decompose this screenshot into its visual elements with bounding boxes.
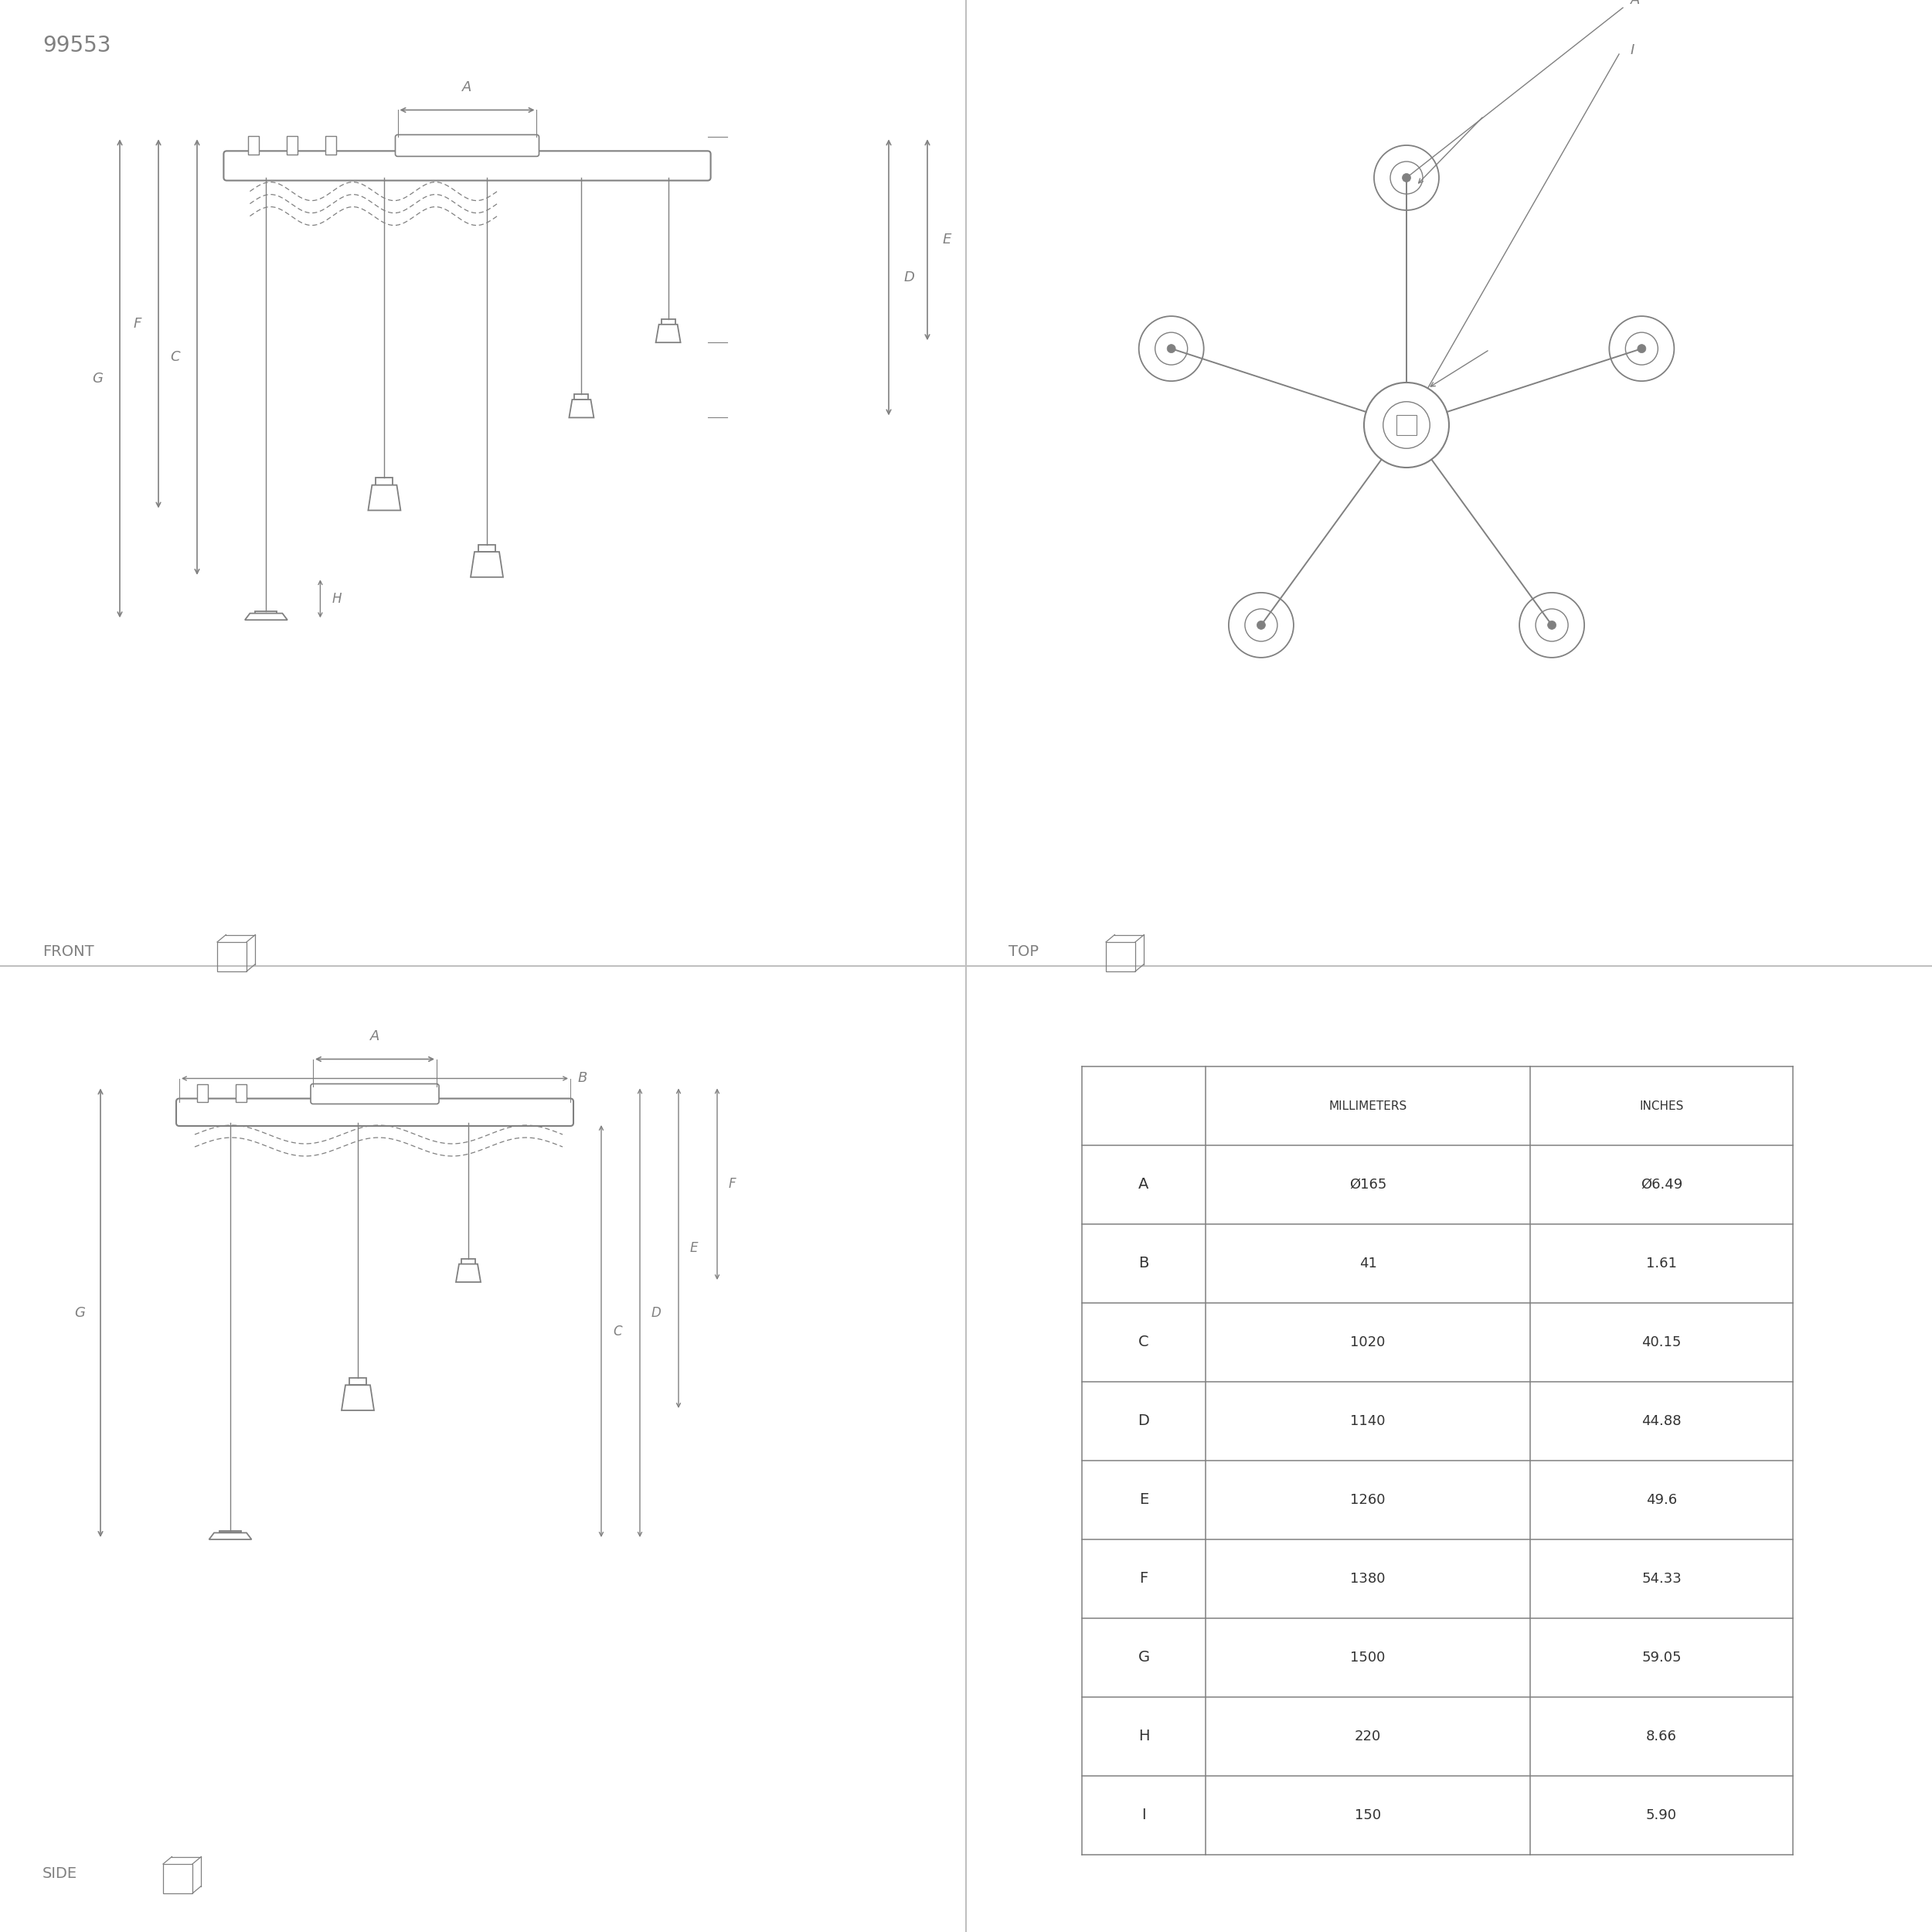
Text: 54.33: 54.33 [1642, 1573, 1681, 1586]
FancyBboxPatch shape [396, 135, 539, 156]
Text: C: C [170, 350, 180, 363]
Bar [574, 394, 589, 400]
Text: D: D [904, 270, 916, 284]
Text: A: A [1138, 1177, 1150, 1192]
Text: G: G [93, 371, 102, 386]
Text: 5.90: 5.90 [1646, 1808, 1677, 1822]
Text: MILLIMETERS: MILLIMETERS [1329, 1099, 1406, 1111]
Bar [350, 1378, 367, 1385]
Polygon shape [655, 325, 680, 342]
Bar [327, 137, 336, 155]
Text: D: D [1138, 1414, 1150, 1428]
FancyBboxPatch shape [176, 1099, 574, 1126]
Circle shape [1229, 593, 1294, 657]
Circle shape [1374, 145, 1439, 211]
Text: G: G [73, 1306, 85, 1320]
Text: A: A [1631, 0, 1640, 8]
Circle shape [1258, 620, 1265, 630]
Text: 1500: 1500 [1350, 1650, 1385, 1665]
Circle shape [1244, 609, 1277, 641]
Circle shape [1536, 609, 1569, 641]
Text: B: B [1138, 1256, 1150, 1271]
Text: 40.15: 40.15 [1642, 1335, 1681, 1349]
Circle shape [1364, 383, 1449, 468]
Text: 150: 150 [1354, 1808, 1381, 1822]
Text: 220: 220 [1354, 1729, 1381, 1743]
Text: 1.61: 1.61 [1646, 1256, 1677, 1271]
Text: F: F [1140, 1571, 1148, 1586]
Bar [288, 137, 298, 155]
Text: 59.05: 59.05 [1642, 1650, 1681, 1665]
Text: H: H [1138, 1729, 1150, 1745]
Text: H: H [332, 591, 342, 605]
Text: A: A [462, 81, 471, 95]
Polygon shape [342, 1385, 375, 1410]
Circle shape [1391, 162, 1422, 193]
Text: E: E [1140, 1493, 1148, 1507]
Polygon shape [245, 612, 288, 620]
Text: F: F [133, 317, 141, 330]
Text: C: C [1138, 1335, 1150, 1350]
Text: F: F [728, 1177, 736, 1190]
Text: 1020: 1020 [1350, 1335, 1385, 1349]
Polygon shape [471, 553, 502, 578]
Circle shape [1638, 344, 1646, 354]
Circle shape [1167, 344, 1175, 354]
Text: Ø6.49: Ø6.49 [1640, 1179, 1683, 1192]
Text: I: I [1631, 43, 1634, 58]
Text: 8.66: 8.66 [1646, 1729, 1677, 1743]
Text: 1260: 1260 [1350, 1493, 1385, 1507]
Polygon shape [570, 400, 593, 417]
Circle shape [1403, 174, 1410, 182]
Text: 1140: 1140 [1350, 1414, 1385, 1428]
Bar [1397, 415, 1416, 435]
Text: INCHES: INCHES [1640, 1099, 1683, 1111]
Polygon shape [209, 1532, 251, 1540]
Bar [377, 477, 392, 485]
Circle shape [1138, 317, 1204, 381]
Text: G: G [1138, 1650, 1150, 1665]
Text: C: C [612, 1323, 622, 1339]
Text: A: A [371, 1030, 379, 1043]
Text: E: E [943, 234, 952, 247]
Polygon shape [456, 1264, 481, 1283]
Text: D: D [651, 1306, 661, 1320]
Text: 41: 41 [1358, 1256, 1378, 1271]
Text: I: I [1142, 1808, 1146, 1822]
Bar [479, 545, 495, 553]
Text: TOP: TOP [1009, 945, 1039, 958]
Text: FRONT: FRONT [43, 945, 95, 958]
Text: E: E [690, 1240, 697, 1256]
Bar [236, 1084, 247, 1103]
FancyBboxPatch shape [224, 151, 711, 180]
Text: 49.6: 49.6 [1646, 1493, 1677, 1507]
Circle shape [1609, 317, 1675, 381]
Text: B: B [578, 1072, 587, 1086]
Text: 1380: 1380 [1350, 1573, 1385, 1586]
Bar [661, 319, 674, 325]
Text: Ø165: Ø165 [1349, 1179, 1387, 1192]
Text: 99553: 99553 [43, 35, 110, 56]
Circle shape [1519, 593, 1584, 657]
Bar [249, 137, 259, 155]
Text: 44.88: 44.88 [1642, 1414, 1681, 1428]
Text: SIDE: SIDE [43, 1866, 77, 1882]
FancyBboxPatch shape [311, 1084, 439, 1103]
Circle shape [1155, 332, 1188, 365]
Bar [197, 1084, 209, 1103]
Bar [462, 1260, 475, 1264]
Circle shape [1383, 402, 1430, 448]
Polygon shape [369, 485, 400, 510]
Circle shape [1625, 332, 1658, 365]
Circle shape [1548, 620, 1555, 630]
